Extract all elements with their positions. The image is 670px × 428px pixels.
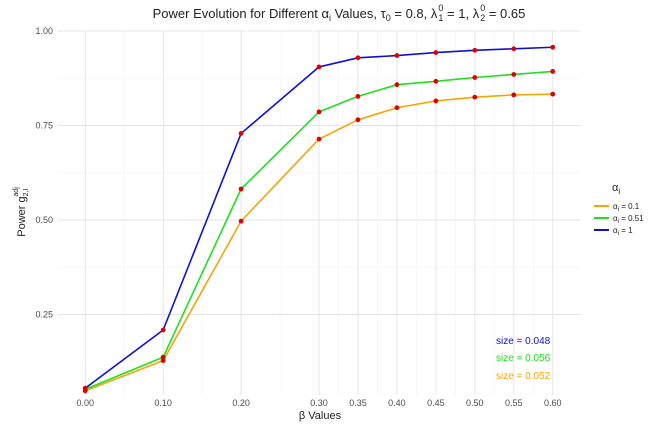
y-tick-label-0-50: 0.50 — [35, 215, 53, 225]
annotation-size-0-048: size = 0.048 — [496, 336, 551, 347]
grid-layer: 0.25 0.50 0.75 1.00 0.00 0.10 0.20 0.30 0.35 0.40… — [35, 26, 580, 408]
legend-label-alpha-1: αi = 1 — [613, 226, 633, 237]
annotation-size-0-052: size = 0.052 — [496, 371, 551, 382]
data-point-alpha-1 — [238, 131, 244, 136]
data-point-alpha-0-51 — [316, 109, 322, 115]
annotation-size-0-056: size = 0.056 — [496, 353, 551, 364]
data-point-alpha-0-51 — [394, 82, 400, 88]
data-point-alpha-0-1 — [394, 105, 400, 111]
data-point-alpha-0-1 — [472, 94, 478, 100]
y-tick-label-0-75: 0.75 — [35, 120, 53, 130]
y-tick-label-1-00: 1.00 — [35, 26, 53, 36]
chart-title: Power Evolution for Different αi Values,… — [153, 3, 526, 23]
data-point-alpha-0-1 — [238, 218, 244, 224]
data-point-alpha-0-51 — [511, 72, 517, 77]
series-line-alpha-1 — [84, 46, 553, 389]
data-point-alpha-1 — [511, 46, 517, 52]
data-point-alpha-0-1 — [160, 358, 166, 364]
x-tick-label-0-35: 0.35 — [349, 398, 367, 408]
data-point-alpha-1 — [550, 44, 556, 50]
data-point-alpha-0-1 — [511, 92, 517, 98]
data-point-alpha-1 — [472, 47, 478, 53]
x-tick-label-0-50: 0.50 — [466, 398, 484, 408]
data-point-alpha-1 — [433, 50, 439, 55]
legend-label-alpha-0-1: αi = 0.1 — [613, 202, 640, 213]
points-layer — [82, 44, 556, 394]
data-point-alpha-1 — [394, 53, 400, 58]
data-point-alpha-0-51 — [238, 186, 244, 192]
x-tick-label-0-00: 0.00 — [77, 398, 95, 408]
y-axis-label: Power g2,Iadj — [13, 187, 30, 237]
series-line-alpha-0-51 — [84, 70, 553, 391]
data-point-alpha-0-51 — [433, 78, 439, 84]
data-point-alpha-0-51 — [160, 354, 166, 360]
data-point-alpha-0-51 — [472, 75, 478, 80]
y-tick-label-0-25: 0.25 — [35, 309, 53, 319]
x-tick-label-0-40: 0.40 — [388, 398, 406, 408]
data-point-alpha-0-1 — [355, 117, 361, 123]
data-point-alpha-1 — [160, 327, 166, 333]
data-point-alpha-0-1 — [433, 98, 439, 104]
x-tick-label-0-20: 0.20 — [232, 398, 250, 408]
legend-title: αi — [612, 182, 620, 196]
legend: αi αi = 0.1 αi = 0.51 αi = 1 — [594, 182, 644, 237]
data-point-alpha-0-1 — [550, 91, 556, 97]
data-point-alpha-0-1 — [316, 136, 322, 142]
x-axis-label: β Values — [299, 410, 342, 422]
data-point-alpha-1 — [355, 55, 361, 61]
x-tick-label-0-45: 0.45 — [427, 398, 445, 408]
data-point-alpha-0-51 — [550, 69, 556, 74]
x-tick-label-0-55: 0.55 — [505, 398, 523, 408]
x-tick-label-0-10: 0.10 — [154, 398, 172, 408]
series-layer — [84, 46, 553, 392]
data-point-alpha-1 — [316, 64, 322, 70]
series-line-alpha-0-1 — [84, 93, 553, 392]
data-point-alpha-0-51 — [355, 93, 361, 99]
legend-label-alpha-0-51: αi = 0.51 — [613, 214, 644, 225]
data-point-alpha-1 — [82, 385, 88, 391]
x-tick-label-0-60: 0.60 — [544, 398, 562, 408]
x-tick-label-0-30: 0.30 — [310, 398, 328, 408]
